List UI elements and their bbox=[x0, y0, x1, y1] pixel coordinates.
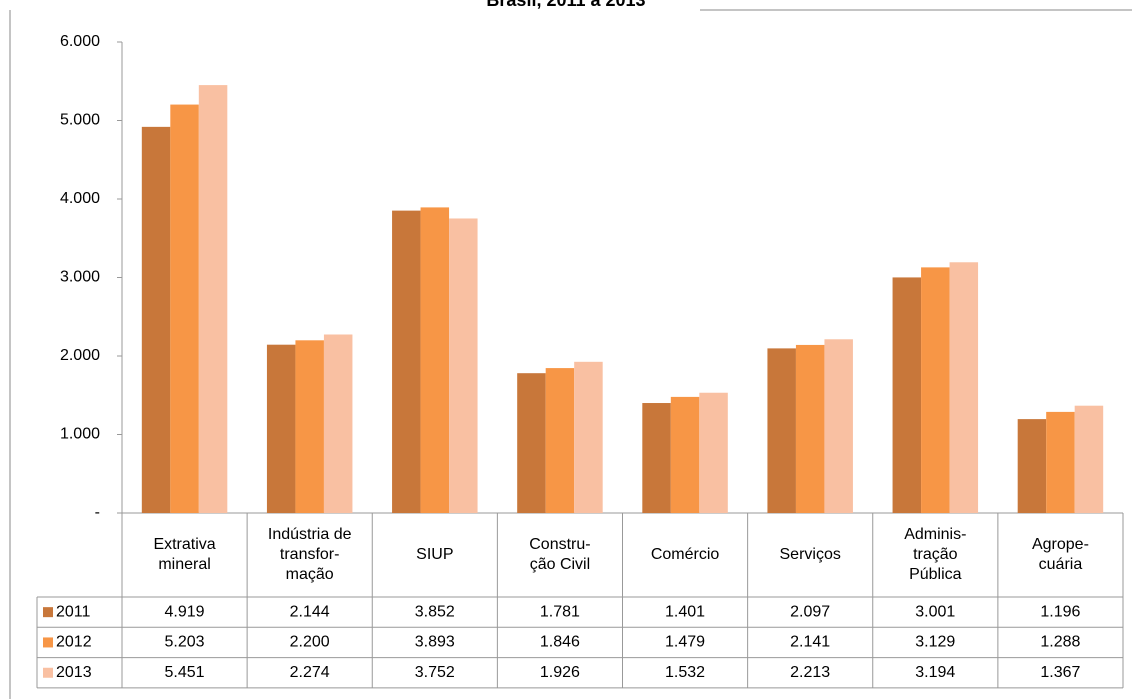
x-tick-label: transfor- bbox=[280, 546, 340, 563]
x-tick-label: Constru- bbox=[529, 536, 590, 553]
bar bbox=[795, 344, 825, 513]
bar bbox=[921, 267, 950, 513]
x-tick-label: Indústria de bbox=[268, 526, 352, 543]
bar bbox=[545, 368, 575, 513]
bar bbox=[699, 392, 728, 513]
x-tick-label: ção Civil bbox=[530, 556, 590, 573]
value-label: 1.926 bbox=[540, 664, 580, 681]
value-label: 5.203 bbox=[165, 634, 205, 651]
x-tick-label: Extrativa bbox=[153, 536, 215, 553]
bar bbox=[420, 207, 450, 513]
bar bbox=[1046, 411, 1075, 513]
bar bbox=[574, 361, 603, 513]
y-tick-label: 4.000 bbox=[60, 190, 100, 207]
value-label: 1.781 bbox=[540, 603, 580, 620]
x-tick-label: Adminis- bbox=[904, 526, 966, 543]
legend-label: 2011 bbox=[56, 603, 91, 620]
bar bbox=[642, 403, 671, 513]
value-label: 3.129 bbox=[915, 634, 955, 651]
legend-swatch bbox=[43, 637, 53, 648]
value-label: 4.919 bbox=[165, 603, 205, 620]
y-tick-label: - bbox=[95, 504, 100, 521]
y-tick-label: 1.000 bbox=[60, 426, 100, 443]
value-label: 3.752 bbox=[415, 664, 455, 681]
value-label: 2.274 bbox=[290, 664, 330, 681]
bar bbox=[1074, 405, 1104, 513]
x-tick-label: mação bbox=[286, 566, 334, 583]
bar bbox=[170, 104, 199, 513]
y-tick-label: 6.000 bbox=[60, 33, 100, 50]
value-label: 5.451 bbox=[165, 664, 205, 681]
x-tick-label: tração bbox=[913, 546, 958, 563]
x-tick-label: mineral bbox=[158, 556, 210, 573]
y-tick-label: 2.000 bbox=[60, 347, 100, 364]
bar bbox=[670, 396, 700, 513]
chart-title: Brasil, 2011 a 2013 bbox=[486, 0, 645, 10]
x-tick-label: cuária bbox=[1039, 556, 1083, 573]
bar bbox=[392, 210, 421, 514]
bar bbox=[266, 344, 296, 513]
bar bbox=[949, 262, 979, 513]
value-label: 2.213 bbox=[790, 664, 830, 681]
value-label: 2.144 bbox=[290, 603, 330, 620]
value-label: 1.196 bbox=[1040, 603, 1080, 620]
value-label: 1.479 bbox=[665, 634, 705, 651]
value-label: 3.893 bbox=[415, 634, 455, 651]
x-tick-label: Serviços bbox=[780, 546, 841, 563]
bar bbox=[323, 334, 353, 513]
value-label: 1.846 bbox=[540, 634, 580, 651]
value-label: 1.288 bbox=[1040, 634, 1080, 651]
legend-swatch bbox=[43, 607, 53, 618]
bar bbox=[824, 339, 853, 513]
x-tick-label: Comércio bbox=[651, 546, 720, 563]
bar bbox=[1017, 419, 1047, 513]
value-label: 3.194 bbox=[915, 664, 955, 681]
value-label: 1.367 bbox=[1040, 664, 1080, 681]
value-label: 2.200 bbox=[290, 634, 330, 651]
value-label: 2.097 bbox=[790, 603, 830, 620]
legend-label: 2013 bbox=[56, 664, 92, 681]
y-tick-label: 5.000 bbox=[60, 112, 100, 129]
bar bbox=[295, 340, 324, 513]
legend-swatch bbox=[43, 667, 53, 678]
bar bbox=[198, 85, 228, 513]
x-tick-label: Pública bbox=[909, 566, 962, 583]
y-tick-label: 3.000 bbox=[60, 269, 100, 286]
value-label: 3.852 bbox=[415, 603, 455, 620]
bar bbox=[892, 277, 922, 513]
bar bbox=[449, 218, 478, 513]
value-label: 3.001 bbox=[915, 603, 955, 620]
bar bbox=[517, 373, 546, 513]
value-label: 1.401 bbox=[665, 603, 705, 620]
bar bbox=[141, 126, 171, 514]
legend-label: 2012 bbox=[56, 634, 92, 651]
value-label: 2.141 bbox=[790, 634, 830, 651]
bar bbox=[767, 348, 796, 513]
x-tick-label: SIUP bbox=[416, 546, 453, 563]
value-label: 1.532 bbox=[665, 664, 705, 681]
x-tick-label: Agrope- bbox=[1032, 536, 1089, 553]
